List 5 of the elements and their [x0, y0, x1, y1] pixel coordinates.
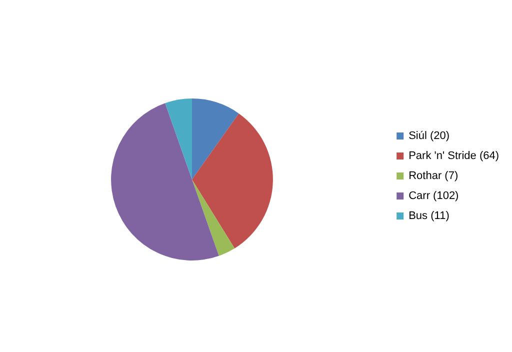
legend-label: Park 'n' Stride (64)	[408, 150, 500, 162]
legend-label: Rothar (7)	[408, 170, 458, 182]
legend-label: Bus (11)	[408, 210, 450, 222]
legend-label: Siúl (20)	[408, 130, 450, 142]
legend-label: Carr (102)	[408, 190, 459, 202]
